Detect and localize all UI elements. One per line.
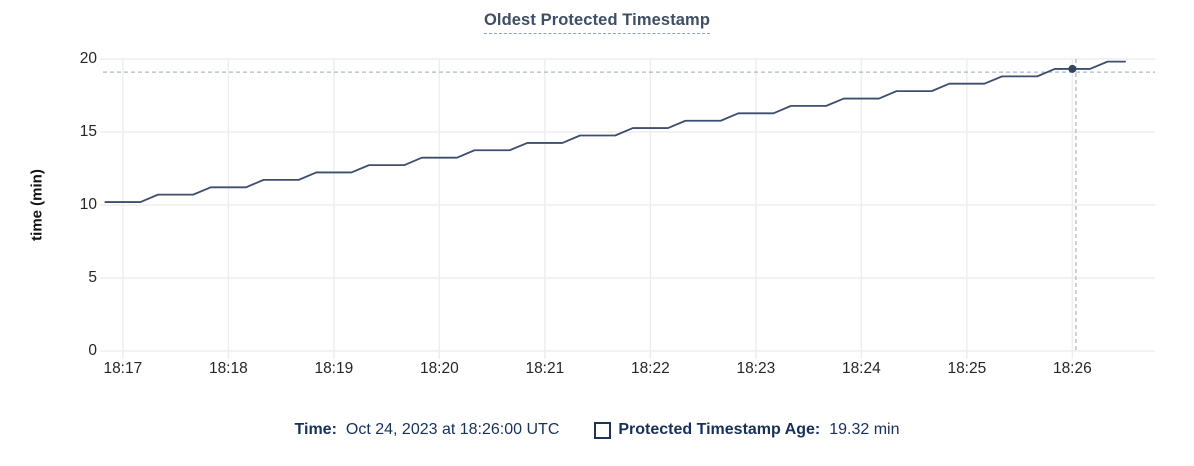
legend-time-label: Time: (294, 421, 337, 438)
chart-title[interactable]: Oldest Protected Timestamp (483, 11, 711, 34)
legend-series-label: Protected Timestamp Age: (618, 421, 821, 438)
x-tick-label: 18:22 (630, 360, 670, 377)
x-tick-label: 18:18 (208, 360, 248, 377)
x-tick-label: 18:24 (841, 360, 881, 377)
x-tick-label: 18:21 (525, 360, 565, 377)
legend-series-item[interactable]: Protected Timestamp Age: 19.32 min (594, 421, 899, 439)
plot-area[interactable] (0, 0, 1194, 412)
legend-time-item: Time: Oct 24, 2023 at 18:26:00 UTC (295, 421, 560, 439)
x-tick-label: 18:20 (419, 360, 459, 377)
series-line (104, 60, 1127, 203)
y-tick-label: 20 (79, 50, 97, 67)
x-tick-label: 18:26 (1052, 360, 1092, 377)
x-tick-label: 18:19 (314, 360, 354, 377)
chart-legend: Time: Oct 24, 2023 at 18:26:00 UTC Prote… (0, 421, 1194, 439)
chart-title-row: Oldest Protected Timestamp (0, 11, 1194, 34)
x-tick-label: 18:23 (736, 360, 776, 377)
y-tick-label: 5 (88, 269, 97, 286)
legend-time-value: Oct 24, 2023 at 18:26:00 UTC (345, 421, 560, 438)
hover-point (1068, 64, 1077, 73)
y-tick-label: 0 (88, 342, 97, 359)
y-tick-label: 10 (79, 196, 97, 213)
legend-series-value: 19.32 min (829, 421, 900, 438)
x-tick-label: 18:25 (947, 360, 987, 377)
y-tick-label: 15 (79, 123, 97, 140)
x-tick-label: 18:17 (103, 360, 143, 377)
series-swatch-icon (594, 421, 612, 439)
